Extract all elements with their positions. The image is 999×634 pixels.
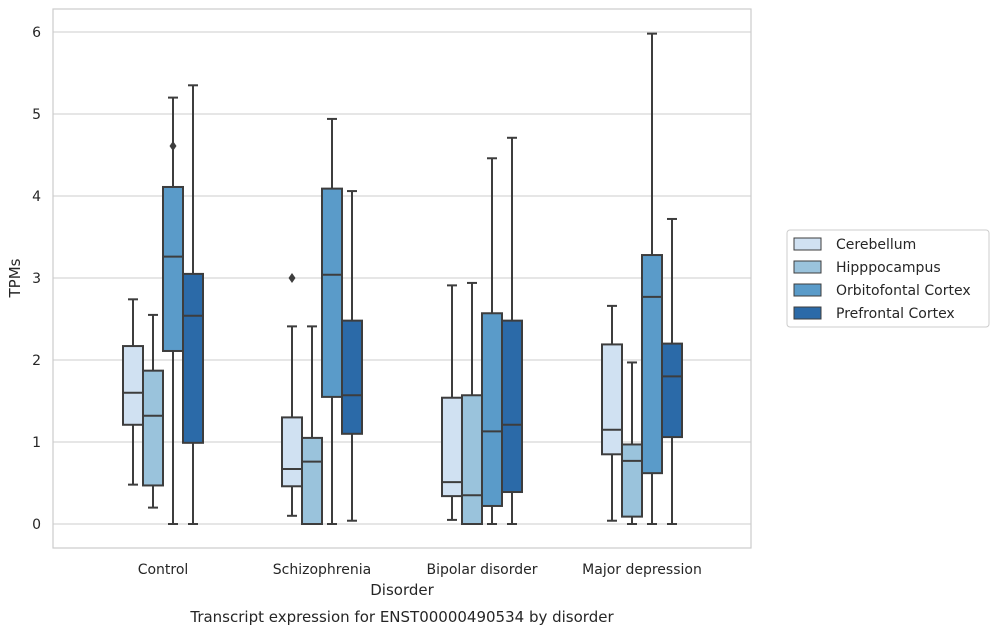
y-tick-label: 0	[32, 517, 41, 533]
legend-swatch	[793, 283, 822, 297]
box-prefrontal-cortex-0	[182, 84, 204, 525]
box-hipppocampus-1	[301, 325, 323, 525]
x-axis-label: Disorder	[370, 581, 434, 599]
outlier-point	[288, 273, 296, 283]
legend-item: Prefrontal Cortex	[793, 306, 955, 322]
box-cerebellum-3	[601, 304, 623, 522]
y-tick-label: 5	[32, 107, 41, 123]
legend-swatch	[793, 237, 822, 251]
box-iqr	[481, 312, 503, 507]
legend: Cerebellum Hipppocampus Orbitofontal Corte…	[786, 229, 990, 328]
y-axis-ticks: 0 1 2 3 4 5 6	[32, 25, 41, 533]
legend-frame	[786, 229, 990, 328]
box-orbitofontal-cortex-1	[321, 117, 343, 525]
legend-swatch	[793, 306, 822, 320]
box-iqr	[461, 394, 483, 526]
box-orbitofontal-cortex-2	[481, 157, 503, 525]
box-iqr	[122, 345, 144, 426]
x-tick-label: Major depression	[582, 562, 702, 578]
x-tick-label: Bipolar disorder	[426, 562, 537, 578]
legend-item: Cerebellum	[793, 237, 916, 253]
legend-label: Cerebellum	[836, 237, 916, 253]
x-tick-label: Control	[138, 562, 189, 578]
box-hipppocampus-0	[142, 313, 164, 509]
box-iqr	[621, 443, 643, 518]
box-hipppocampus-3	[621, 361, 643, 525]
y-tick-label: 3	[32, 271, 41, 287]
x-tick-label: Schizophrenia	[273, 562, 371, 578]
box-iqr	[341, 319, 363, 435]
box-cerebellum-2	[441, 284, 463, 521]
box-iqr	[281, 416, 303, 488]
legend-label: Prefrontal Cortex	[836, 306, 955, 322]
chart-title: Transcript expression for ENST0000049053…	[189, 608, 614, 626]
y-tick-label: 2	[32, 353, 41, 369]
box-iqr	[321, 187, 343, 398]
outlier-point	[169, 140, 177, 151]
box-iqr	[661, 342, 683, 439]
legend-label: Hipppocampus	[836, 260, 941, 276]
legend-item: Hipppocampus	[793, 260, 941, 276]
y-tick-label: 1	[32, 435, 41, 451]
box-plot-area	[122, 32, 683, 526]
legend-label: Orbitofontal Cortex	[836, 283, 971, 299]
legend-item: Orbitofontal Cortex	[793, 283, 971, 299]
y-axis-label: TPMs	[6, 258, 24, 298]
plot-frame	[52, 8, 752, 549]
box-iqr	[501, 319, 523, 494]
box-iqr	[641, 254, 663, 475]
box-iqr	[182, 272, 204, 444]
box-iqr	[162, 185, 184, 352]
box-prefrontal-cortex-2	[501, 136, 523, 525]
box-prefrontal-cortex-3	[661, 217, 683, 525]
box-orbitofontal-cortex-0	[162, 96, 184, 525]
box-cerebellum-1	[281, 273, 303, 517]
box-hipppocampus-2	[461, 281, 483, 526]
x-axis-ticks: Control Schizophrenia Bipolar disorder Majo…	[138, 562, 702, 578]
box-iqr	[142, 369, 164, 487]
box-iqr	[301, 436, 323, 525]
y-tick-label: 4	[32, 189, 41, 205]
box-iqr	[601, 343, 623, 456]
box-prefrontal-cortex-1	[341, 190, 363, 522]
box-orbitofontal-cortex-3	[641, 32, 663, 525]
legend-swatch	[793, 260, 822, 274]
y-tick-label: 6	[32, 25, 41, 41]
box-cerebellum-0	[122, 298, 144, 486]
